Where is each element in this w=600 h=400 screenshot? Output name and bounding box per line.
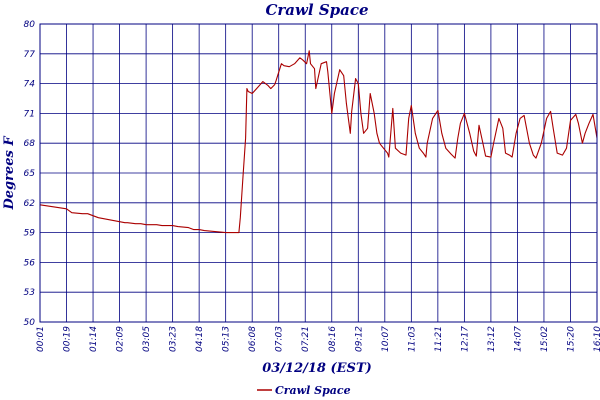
y-tick-label: 59 [24,229,36,239]
x-tick-label: 00:01 [36,326,46,352]
x-axis-label: 03/12/18 (EST) [262,361,372,376]
y-axis-label: Degrees F [2,136,17,211]
y-tick-label: 71 [24,109,35,119]
x-tick-label: 15:20 [566,326,576,352]
y-tick-label: 65 [24,169,36,179]
y-tick-label: 53 [24,288,36,298]
x-tick-label: 05:13 [222,326,232,352]
y-tick-label: 77 [24,50,36,60]
y-tick-label: 62 [24,199,36,209]
x-tick-label: 12:17 [460,326,470,352]
chart-title: Crawl Space [265,1,368,19]
x-tick-label: 15:02 [540,326,550,352]
y-tick-label: 74 [24,80,36,90]
x-tick-label: 10:07 [381,326,391,352]
x-tick-label: 07:03 [275,326,285,352]
y-tick-label: 80 [24,20,36,30]
x-tick-label: 16:10 [593,326,600,352]
x-tick-label: 11:21 [434,326,444,352]
series-layer [39,50,598,234]
x-tick-label: 04:18 [195,326,205,352]
x-tick-label: 07:21 [301,326,311,352]
x-tick-label: 11:03 [407,326,417,352]
x-tick-label: 06:08 [248,326,258,352]
y-tick-label: 56 [24,258,36,268]
x-tick-label: 13:12 [487,326,497,352]
legend-label: Crawl Space [275,384,351,397]
x-tick-label: 08:16 [328,326,338,352]
y-tick-labels: 50 53 56 59 62 65 68 71 74 77 80 [24,20,36,328]
legend: Crawl Space [257,384,351,397]
x-tick-labels: 00:01 00:19 01:14 02:09 03:05 03:23 04:18 05:13… [36,326,600,352]
x-tick-label: 01:14 [89,326,99,352]
x-tick-label: 14:07 [513,326,523,352]
x-tick-label: 03:05 [142,326,152,352]
y-tick-label: 50 [24,318,36,328]
plot-frame [39,23,598,323]
x-tick-label: 02:09 [116,326,126,352]
series-line-crawl-space [39,50,598,234]
y-tick-label: 68 [24,139,36,149]
x-tick-label: 09:12 [354,326,364,352]
x-tick-label: 00:19 [63,326,73,352]
x-tick-label: 03:23 [169,326,179,352]
